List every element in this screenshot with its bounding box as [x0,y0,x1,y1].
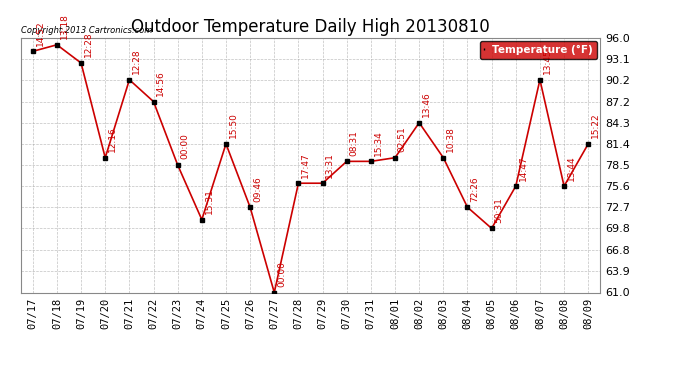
Text: 08:31: 08:31 [350,130,359,156]
Text: 13:46: 13:46 [422,92,431,117]
Text: 00:00: 00:00 [277,261,286,287]
Legend: Temperature (°F): Temperature (°F) [480,40,597,59]
Text: 15:31: 15:31 [205,188,214,214]
Text: 15:22: 15:22 [591,113,600,138]
Text: 15:34: 15:34 [374,130,383,156]
Text: 12:16: 12:16 [108,126,117,152]
Text: 50:31: 50:31 [495,197,504,223]
Text: 13:18: 13:18 [60,13,69,39]
Text: 72:26: 72:26 [471,176,480,202]
Text: 12:28: 12:28 [84,32,93,57]
Text: 17:47: 17:47 [302,152,310,178]
Text: 14:52: 14:52 [36,20,45,46]
Text: 12:28: 12:28 [132,49,141,74]
Text: Copyright 2013 Cartronics.com: Copyright 2013 Cartronics.com [21,26,152,35]
Text: 15:50: 15:50 [229,112,238,138]
Text: 02:51: 02:51 [398,126,407,152]
Text: 00:00: 00:00 [181,134,190,159]
Text: 09:46: 09:46 [253,176,262,202]
Text: 10:38: 10:38 [446,126,455,152]
Text: 13:44: 13:44 [567,155,576,181]
Text: 14:56: 14:56 [157,70,166,96]
Text: 13:45: 13:45 [543,48,552,74]
Text: 13:31: 13:31 [326,152,335,178]
Text: 14:47: 14:47 [519,155,528,181]
Title: Outdoor Temperature Daily High 20130810: Outdoor Temperature Daily High 20130810 [131,18,490,36]
